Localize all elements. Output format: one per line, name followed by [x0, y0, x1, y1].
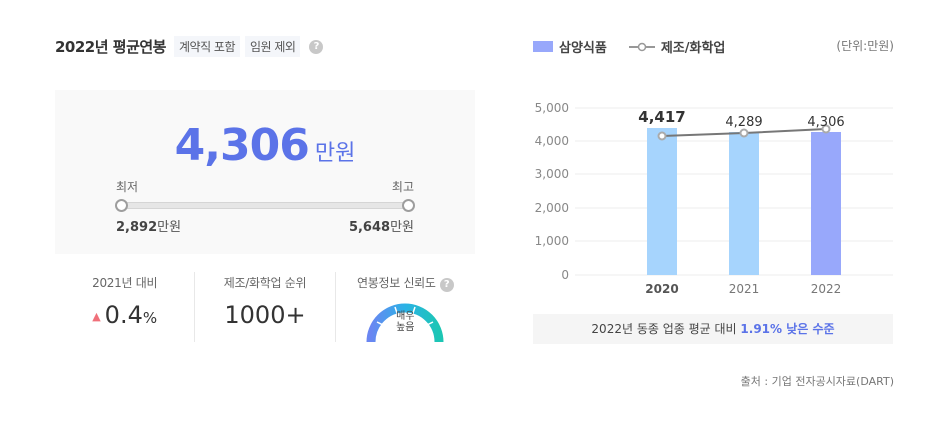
question-circle-icon[interactable]: ?: [439, 277, 454, 292]
svg-text:2021: 2021: [729, 282, 760, 296]
legend-company: 삼양식품: [559, 41, 607, 56]
gauge-label: 매우 높음: [396, 310, 415, 333]
bar-2021[interactable]: [729, 132, 759, 275]
triangle-up-icon: ▲: [92, 310, 101, 323]
max-label: 최고: [391, 180, 414, 194]
bar-2020[interactable]: [647, 128, 677, 275]
salary-header: 2022년 평균연봉 계약직 포함 임원 제외 ?: [55, 36, 324, 57]
gauge-arc-icon: [366, 303, 444, 342]
min-knob: [115, 199, 128, 212]
svg-text:2,000: 2,000: [535, 201, 569, 215]
svg-text:2022: 2022: [811, 282, 842, 296]
page-title: 2022년 평균연봉: [55, 38, 166, 56]
min-label: 최저: [116, 180, 139, 194]
yoy-value: 0.4: [104, 301, 143, 329]
unit-note: (단위:만원): [836, 39, 894, 53]
stat-industry-rank: 제조/화학업 순위 1000+: [194, 272, 334, 342]
rank-value: 1000+: [224, 301, 306, 329]
svg-text:2020: 2020: [645, 282, 678, 296]
max-value: 5,648만원: [348, 220, 414, 235]
average-salary-value: 4,306: [174, 120, 310, 171]
svg-text:4,000: 4,000: [535, 134, 569, 148]
chart-legend: 삼양식품 제조/화학업: [533, 37, 725, 56]
average-salary-panel: 4,306 만원 최저 최고 2,892만원 5,648만원: [55, 90, 475, 254]
bar-2022[interactable]: [811, 132, 841, 275]
stat-reliability: 연봉정보 신뢰도? 매우 높음: [334, 272, 475, 342]
min-value: 2,892만원: [116, 220, 182, 235]
industry-comparison-note: 2022년 동종 업종 평균 대비 1.91% 낮은 수준: [533, 314, 893, 344]
stats-row: 2021년 대비 ▲ 0.4% 제조/화학업 순위 1000+ 연봉정보 신뢰도?: [55, 272, 475, 342]
tag-executives-excluded: 임원 제외: [245, 36, 301, 57]
svg-text:3,000: 3,000: [535, 167, 569, 181]
svg-text:4,306: 4,306: [807, 115, 844, 130]
svg-text:0: 0: [561, 268, 569, 282]
bar-swatch-icon: [533, 41, 553, 52]
line-marker-icon: [628, 42, 655, 51]
salary-trend-chart: 5,000 4,000 3,000 2,000 1,000 0 4,417 4,…: [535, 101, 893, 296]
max-knob: [402, 199, 415, 212]
comparison-highlight: 1.91% 낮은 수준: [740, 322, 835, 336]
source-note: 출처 : 기업 전자공시자료(DART): [740, 375, 894, 388]
salary-range-track: [121, 202, 409, 209]
legend-industry: 제조/화학업: [660, 41, 726, 56]
svg-text:5,000: 5,000: [535, 101, 569, 115]
reliability-gauge: 매우 높음: [365, 300, 445, 342]
average-salary: 4,306 만원: [55, 120, 475, 171]
svg-text:1,000: 1,000: [535, 234, 569, 248]
average-salary-unit: 만원: [314, 141, 356, 166]
question-circle-icon[interactable]: ?: [309, 39, 324, 54]
svg-text:4,289: 4,289: [725, 115, 762, 130]
svg-text:4,417: 4,417: [638, 108, 685, 126]
tag-contract-included: 계약직 포함: [173, 36, 240, 57]
stat-yoy: 2021년 대비 ▲ 0.4%: [92, 276, 158, 329]
